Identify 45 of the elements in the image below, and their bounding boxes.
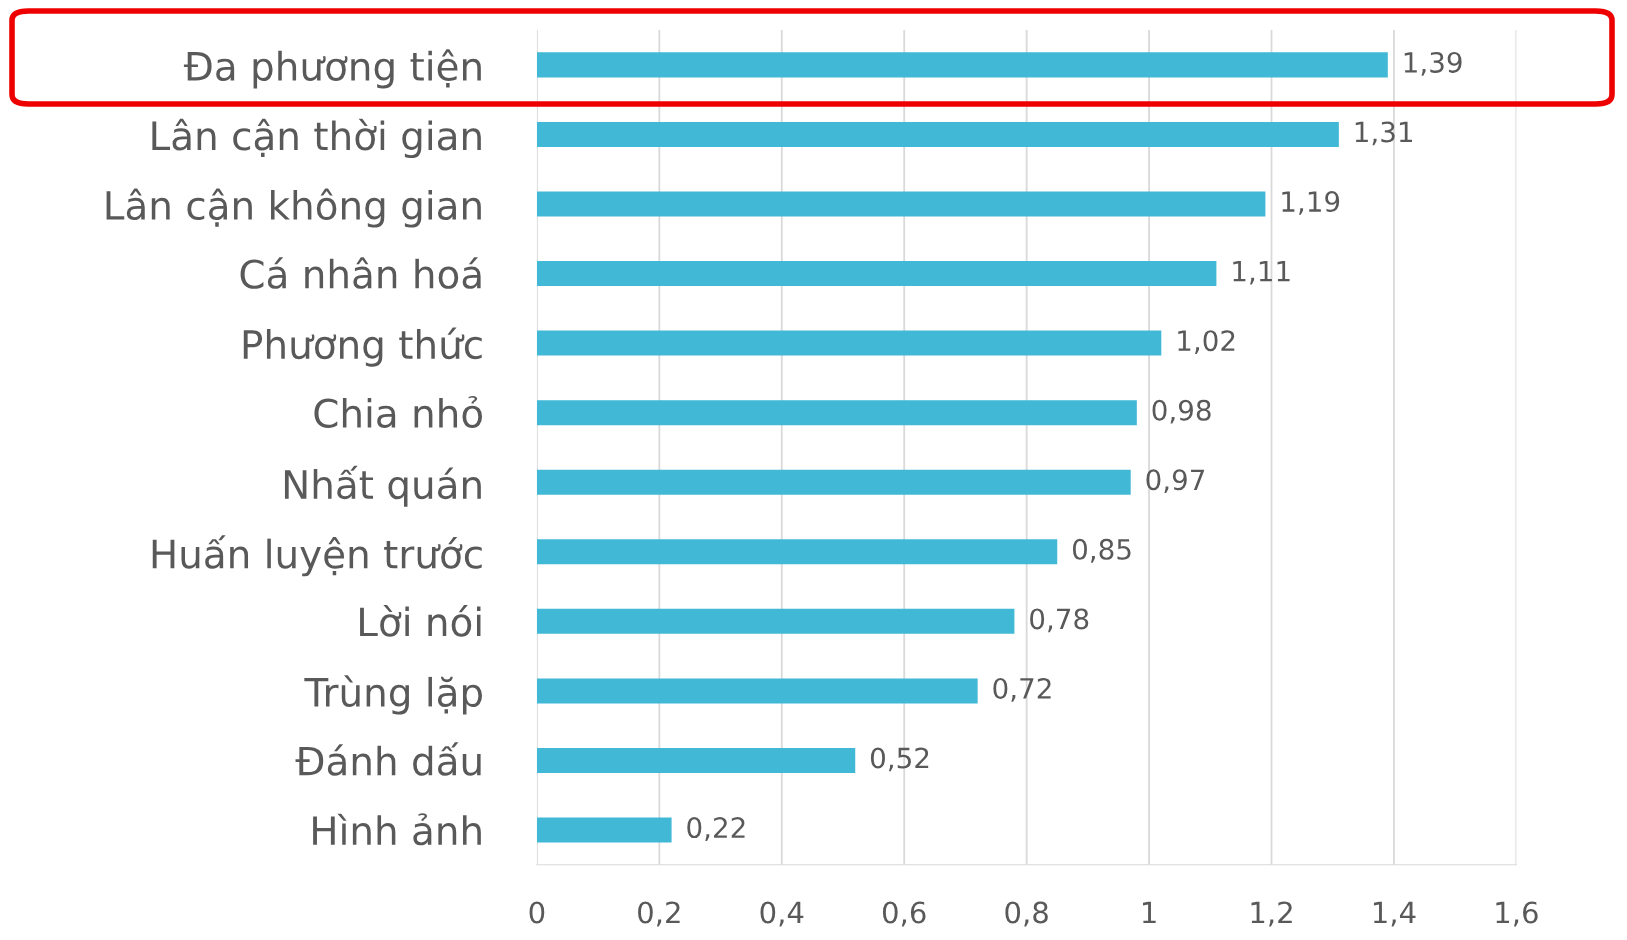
x-tick-label: 0,2	[638, 901, 680, 927]
x-tick-label: 1,4	[1373, 901, 1416, 927]
data-label: 1,39	[1404, 51, 1462, 76]
data-label: 1,11	[1233, 260, 1290, 285]
data-label: 0,85	[1072, 538, 1131, 563]
bar	[536, 52, 1388, 78]
x-tick-label: 1	[1142, 901, 1156, 924]
bar	[536, 747, 856, 773]
bar	[536, 261, 1217, 287]
data-label: 0,98	[1152, 399, 1211, 424]
y-tick-label: Huấn luyện trước	[152, 535, 482, 577]
data-label: 0,72	[993, 677, 1051, 702]
y-tick-label: Nhất quán	[284, 465, 481, 507]
y-tick-label: Đánh dấu	[295, 742, 481, 776]
y-tick-label: Trùng lặp	[304, 675, 483, 715]
y-tick-label: Lân cận thời gian	[152, 118, 481, 159]
y-tick-label: Phương thức	[243, 327, 482, 367]
data-label: 0,97	[1146, 469, 1205, 494]
bar	[536, 469, 1131, 495]
bar	[536, 817, 672, 843]
y-tick-label: Chia nhỏ	[314, 395, 483, 428]
data-label: 0,78	[1030, 608, 1089, 633]
bar	[536, 608, 1015, 634]
data-label: 1,19	[1282, 191, 1340, 215]
x-tick-label: 1,2	[1251, 901, 1292, 927]
bar	[536, 330, 1162, 356]
x-tick-label: 0,6	[882, 901, 926, 927]
data-label: 0,22	[687, 817, 745, 841]
bar	[536, 400, 1137, 426]
y-tick-label: Lân cận không gian	[106, 188, 481, 228]
data-label: 1,02	[1178, 330, 1235, 354]
x-tick-label: 0,4	[760, 901, 804, 927]
y-tick-label: Hình ảnh	[313, 813, 481, 846]
bar	[536, 678, 978, 704]
x-tick-label: 1,6	[1496, 901, 1538, 927]
x-tick-label: 0,8	[1005, 901, 1048, 927]
bar	[536, 191, 1266, 217]
y-tick-label: Đa phương tiện	[183, 49, 481, 89]
y-tick-label: Lời nói	[360, 605, 481, 637]
x-tick-label: 0	[529, 901, 545, 924]
data-label: 0,52	[870, 747, 929, 772]
bar	[536, 121, 1339, 147]
y-tick-label: Cá nhân hoá	[240, 257, 481, 289]
data-label: 1,31	[1355, 121, 1413, 146]
bar	[536, 539, 1058, 565]
